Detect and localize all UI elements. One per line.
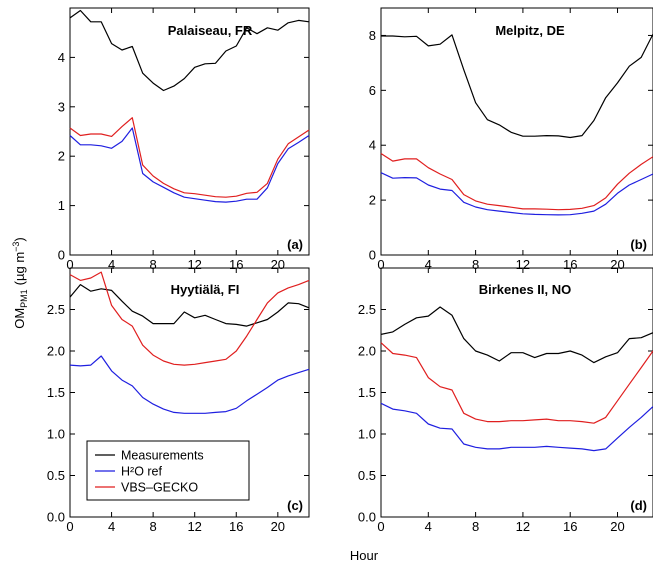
panel-4: 0 4 8 12 16 20 0.0 0.5 1.0 1.5 2.0 2.5 Birkenes II, … — [358, 267, 653, 534]
y-tick-label: 2.0 — [47, 344, 65, 359]
y-tick-label: 1.0 — [47, 427, 65, 442]
y-label-unit: (µg m — [12, 252, 27, 286]
series-line-h-o-ref — [380, 402, 653, 452]
y-tick-label: 1.5 — [358, 385, 376, 400]
series-line-vbs-gecko — [69, 117, 310, 198]
y-tick-label: 0.0 — [47, 510, 65, 525]
x-tick-label: 12 — [516, 519, 530, 534]
x-tick-label: 8 — [150, 519, 157, 534]
y-label-sup: −3 — [11, 242, 21, 252]
y-tick-label: 2 — [58, 149, 65, 164]
y-tick-label: 0 — [369, 248, 376, 263]
series-line-h-o-ref — [69, 355, 310, 414]
series-line-measurements — [380, 306, 653, 364]
x-tick-label: 0 — [66, 519, 73, 534]
x-tick-label: 20 — [610, 519, 624, 534]
panel-title: Hyytiälä, FI — [171, 282, 240, 297]
x-tick-label: 16 — [229, 519, 243, 534]
y-tick-label: 0.5 — [358, 468, 376, 483]
y-label-close: ) — [12, 237, 27, 241]
x-tick-label: 0 — [377, 257, 384, 272]
y-tick-label: 1.0 — [358, 427, 376, 442]
y-tick-label: 4 — [58, 50, 65, 65]
x-tick-label: 12 — [187, 519, 201, 534]
panel-tag: (d) — [630, 498, 647, 513]
panel-3: 0 4 8 12 16 20 0.0 0.5 1.0 1.5 2.0 2.5 Hyytiälä, FI (… — [47, 267, 310, 534]
x-tick-label: 8 — [150, 257, 157, 272]
y-tick-label: 0 — [58, 248, 65, 263]
panel-frame — [380, 267, 653, 518]
y-axis-label: OMPM1 (µg m−3) — [11, 237, 29, 329]
x-tick-label: 4 — [108, 519, 115, 534]
y-tick-label: 2 — [369, 193, 376, 208]
y-tick-label: 8 — [369, 28, 376, 43]
y-tick-label: 4 — [369, 138, 376, 153]
y-label-sub: PM1 — [19, 289, 29, 308]
legend-label-measurements: Measurements — [121, 449, 204, 463]
y-tick-label: 1 — [58, 198, 65, 213]
legend-label-h2o-ref: H²O ref — [121, 465, 163, 479]
series-line-h-o-ref — [380, 172, 653, 216]
series-line-vbs-gecko — [69, 271, 310, 366]
y-tick-label: 6 — [369, 83, 376, 98]
panel-tag: (c) — [287, 498, 303, 513]
x-tick-label: 0 — [377, 519, 384, 534]
series-line-measurements — [381, 33, 653, 139]
series-line-vbs-gecko — [380, 152, 653, 211]
series-line-measurements — [69, 9, 310, 92]
panel-title: Birkenes II, NO — [479, 282, 571, 297]
panel-title: Melpitz, DE — [495, 23, 565, 38]
x-tick-label: 16 — [563, 519, 577, 534]
y-tick-label: 0.5 — [47, 468, 65, 483]
y-label-main: OM — [12, 308, 27, 329]
y-tick-label: 0.0 — [358, 510, 376, 525]
panel-tag: (a) — [287, 237, 303, 252]
y-tick-label: 3 — [58, 99, 65, 114]
legend: Measurements H²O ref VBS–GECKO — [86, 440, 250, 501]
y-tick-label: 2.5 — [358, 302, 376, 317]
series-line-measurements — [69, 284, 310, 327]
panel-frame — [380, 7, 653, 256]
x-tick-label: 4 — [425, 257, 432, 272]
x-tick-label: 0 — [66, 257, 73, 272]
panel-tag: (b) — [630, 237, 647, 252]
x-tick-label: 8 — [472, 519, 479, 534]
x-tick-label: 20 — [271, 519, 285, 534]
y-tick-label: 2.5 — [47, 302, 65, 317]
x-tick-label: 8 — [472, 257, 479, 272]
series-line-h-o-ref — [69, 127, 310, 203]
series-line-vbs-gecko — [380, 342, 653, 424]
x-axis-label: Hour — [350, 548, 379, 563]
x-tick-label: 4 — [425, 519, 432, 534]
y-tick-label: 1.5 — [47, 385, 65, 400]
panel-title: Palaiseau, FR — [168, 23, 253, 38]
x-tick-label: 4 — [108, 257, 115, 272]
panel-frame — [69, 7, 310, 256]
legend-label-vbs-gecko: VBS–GECKO — [121, 481, 198, 495]
y-tick-label: 2.0 — [358, 344, 376, 359]
